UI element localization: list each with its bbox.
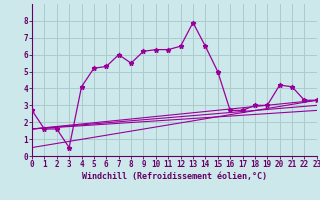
X-axis label: Windchill (Refroidissement éolien,°C): Windchill (Refroidissement éolien,°C): [82, 172, 267, 181]
